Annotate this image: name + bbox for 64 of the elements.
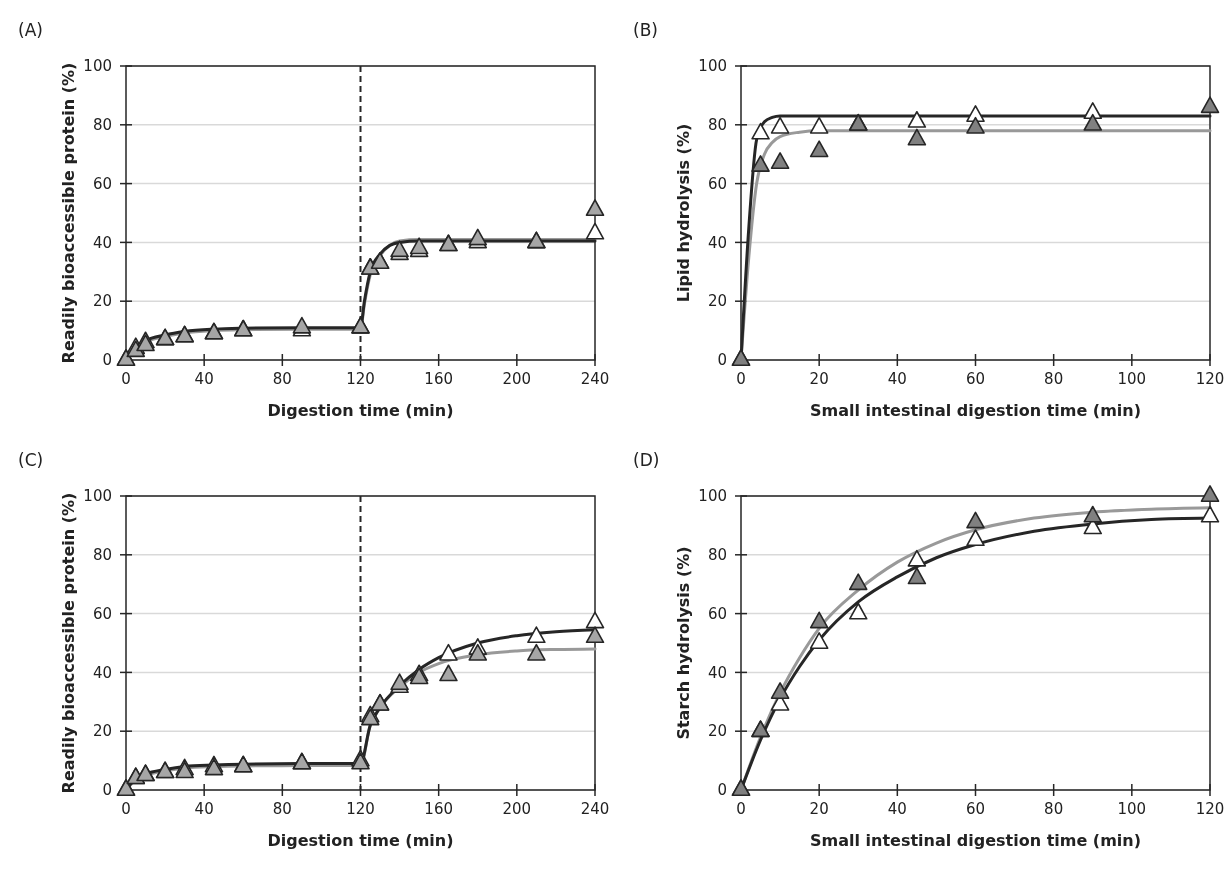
y-axis-title: Lipid hydrolysis (%) (674, 123, 693, 303)
y-tick-label: 60 (707, 604, 727, 623)
y-tick-label: 20 (92, 292, 112, 311)
chart-title: (C) (18, 450, 44, 470)
x-tick-label: 40 (194, 370, 214, 388)
x-tick-label: 80 (1044, 800, 1064, 818)
x-tick-label: 200 (502, 370, 532, 388)
x-axis-title: Digestion time (min) (267, 831, 454, 850)
y-tick-label: 80 (92, 546, 112, 565)
y-tick-label: 100 (698, 487, 727, 506)
x-tick-label: 40 (887, 370, 907, 388)
x-tick-label: 0 (736, 800, 746, 818)
x-tick-label: 120 (346, 370, 375, 388)
chart-title: (B) (633, 20, 658, 40)
x-tick-label: 20 (809, 370, 829, 388)
x-tick-label: 240 (580, 370, 610, 388)
y-tick-label: 20 (92, 722, 112, 741)
y-axis-title: Readily bioaccessible protein (%) (59, 62, 78, 364)
y-tick-label: 40 (707, 663, 727, 682)
y-tick-label: 0 (717, 781, 727, 800)
x-tick-label: 240 (580, 800, 610, 818)
x-tick-label: 80 (272, 800, 292, 818)
y-tick-label: 60 (92, 604, 112, 623)
y-tick-label: 0 (717, 351, 727, 370)
x-tick-label: 200 (502, 800, 532, 818)
y-tick-label: 60 (92, 174, 112, 193)
x-axis-title: Small intestinal digestion time (min) (809, 401, 1142, 420)
x-axis-title: Digestion time (min) (267, 401, 454, 420)
x-tick-label: 160 (424, 370, 453, 388)
x-tick-label: 120 (1195, 370, 1225, 388)
x-tick-label: 60 (965, 800, 986, 818)
y-axis-title: Readily bioaccessible protein (%) (59, 492, 78, 794)
y-tick-label: 40 (92, 233, 112, 252)
y-tick-label: 20 (707, 292, 727, 311)
x-tick-label: 100 (1117, 800, 1147, 818)
x-tick-label: 120 (1195, 800, 1225, 818)
x-axis-title: Small intestinal digestion time (min) (809, 831, 1142, 850)
y-tick-label: 80 (707, 116, 727, 135)
x-tick-label: 160 (424, 800, 453, 818)
x-tick-label: 20 (809, 800, 829, 818)
x-tick-label: 80 (272, 370, 292, 388)
x-tick-label: 60 (965, 370, 986, 388)
y-axis-title: Starch hydrolysis (%) (674, 546, 693, 740)
y-tick-label: 40 (707, 233, 727, 252)
x-tick-label: 100 (1117, 370, 1147, 388)
y-tick-label: 80 (707, 546, 727, 565)
y-tick-label: 20 (707, 722, 727, 741)
y-tick-label: 100 (83, 57, 112, 76)
chart-title: (A) (18, 20, 43, 40)
y-tick-label: 100 (83, 487, 112, 506)
y-tick-label: 0 (102, 781, 112, 800)
y-tick-label: 100 (698, 57, 727, 76)
x-tick-label: 40 (194, 800, 214, 818)
chart-title: (D) (633, 450, 660, 470)
y-tick-label: 40 (92, 663, 112, 682)
x-tick-label: 0 (736, 370, 746, 388)
y-tick-label: 80 (92, 116, 112, 135)
x-tick-label: 0 (121, 800, 131, 818)
x-tick-label: 40 (887, 800, 907, 818)
x-tick-label: 0 (121, 370, 131, 388)
x-tick-label: 80 (1044, 370, 1064, 388)
y-tick-label: 60 (707, 174, 727, 193)
x-tick-label: 120 (346, 800, 375, 818)
y-tick-label: 0 (102, 351, 112, 370)
